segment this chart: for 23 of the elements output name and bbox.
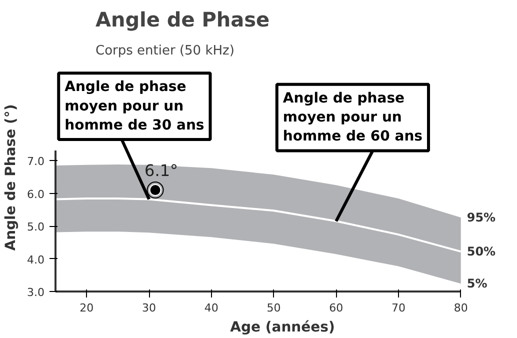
data-label: 6.1° xyxy=(144,161,178,180)
x-tick-label: 50 xyxy=(266,302,281,314)
x-axis-title: Age (années) xyxy=(230,320,335,336)
x-tick-label: 40 xyxy=(204,302,218,314)
x-tick-label: 70 xyxy=(391,302,406,314)
x-tick-label: 60 xyxy=(329,302,344,314)
annotation: Angle de phase moyen pour un homme de 60 ans xyxy=(282,90,423,145)
y-tick-label: 5.0 xyxy=(27,220,45,234)
y-tick-label: 3.0 xyxy=(27,286,45,299)
x-tick-label: 80 xyxy=(454,302,468,314)
y-axis-title: Angle de Phase (°) xyxy=(3,104,20,251)
x-tick-label: 30 xyxy=(142,302,156,314)
x-tick-label: 20 xyxy=(80,302,94,314)
series-label: 50% xyxy=(466,244,496,259)
chart-title: Angle de Phase xyxy=(96,8,270,32)
y-tick-label: 4.0 xyxy=(27,253,45,266)
chart-subtitle: Corps entier (50 kHz) xyxy=(96,44,234,58)
annotation: Angle de phase moyen pour un homme de 30 ans xyxy=(64,79,204,134)
y-tick-label: 7.0 xyxy=(27,155,45,168)
annotation: 5% xyxy=(466,276,488,291)
annotation: 95% xyxy=(466,210,496,225)
y-tick-label: 6.0 xyxy=(27,188,45,201)
line-series xyxy=(56,198,462,253)
